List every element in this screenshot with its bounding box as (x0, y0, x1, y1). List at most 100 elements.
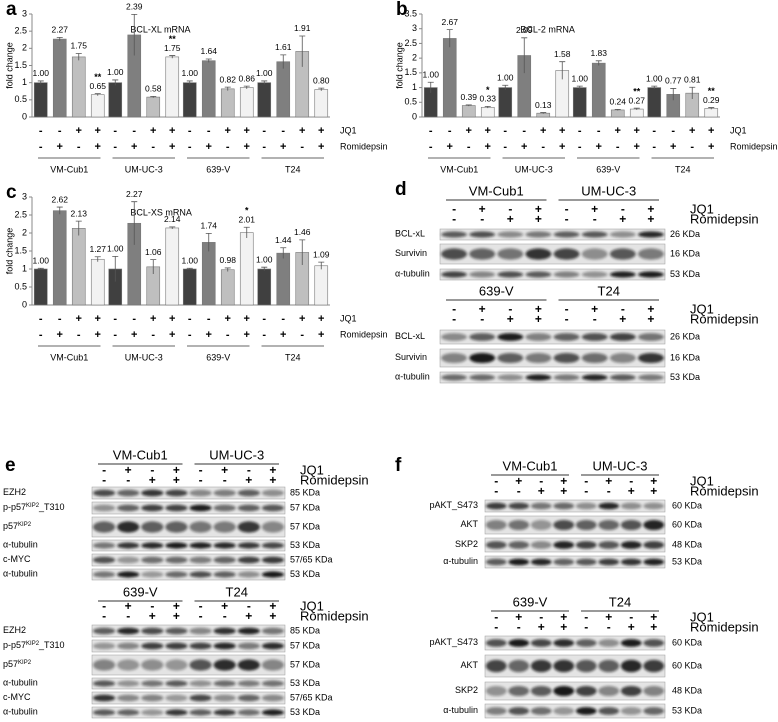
treatment-sign: - (151, 329, 155, 341)
treatment-sign: + (591, 202, 598, 216)
treatment-sign: + (596, 141, 602, 153)
blot-band (165, 680, 188, 687)
blot-band (598, 541, 620, 549)
treatment-sign: - (565, 302, 569, 316)
blot-band (485, 639, 507, 647)
label-part: AKT (460, 660, 478, 670)
treatment-sign: + (559, 141, 565, 153)
treatment-sign: - (102, 463, 106, 477)
treatment-sign: + (318, 141, 324, 153)
blot-band (261, 489, 285, 497)
blot-band (508, 685, 530, 697)
treatment-sign: + (318, 125, 324, 137)
blot-band (525, 271, 552, 278)
error-bar (205, 232, 212, 252)
error-bar (112, 79, 119, 86)
treatment-sign: - (226, 329, 230, 341)
treatment-sign: - (132, 125, 136, 137)
treatment-sign: - (429, 141, 433, 153)
blot-band (92, 680, 116, 687)
blot-band (189, 642, 212, 650)
molecular-weight: 48 KDa (672, 539, 702, 549)
blot-band (141, 542, 164, 549)
treatment-name: JQ1 (300, 462, 324, 477)
blot-band (213, 627, 236, 635)
molecular-weight: 57/65 KDa (290, 554, 333, 564)
bar (182, 82, 197, 118)
treatment-name: JQ1 (340, 125, 357, 135)
treatment-sign: + (507, 212, 514, 226)
blot-band (92, 521, 116, 533)
blot-band (553, 374, 580, 381)
molecular-weight: 53 KDa (670, 372, 700, 382)
value-label: 0.39 (460, 92, 477, 102)
protein-label: AKT (460, 660, 478, 670)
treatment-sign: + (173, 473, 180, 487)
treatment-sign: + (708, 141, 714, 153)
label-part: SKP2 (455, 539, 478, 549)
significance-mark: ** (633, 87, 641, 97)
molecular-weight: 57/65 KDa (290, 692, 333, 702)
treatment-sign: + (244, 329, 250, 341)
treatment-sign: - (584, 484, 588, 498)
bar (704, 108, 719, 118)
y-tick-label: 3 (412, 23, 417, 33)
treatment-sign: - (517, 620, 521, 634)
molecular-weight: 57 KDa (290, 640, 320, 650)
significance-mark: ** (169, 34, 177, 44)
treatment-sign: - (494, 620, 498, 634)
blot-band (581, 231, 608, 238)
treatment-sign: + (95, 141, 101, 153)
blot-band (141, 680, 164, 687)
bar (442, 38, 457, 118)
blot-strip (91, 553, 286, 567)
blot-band (598, 707, 620, 715)
error-bar (502, 84, 509, 90)
blot-strip (91, 568, 286, 581)
bar (257, 82, 272, 118)
blot-band (261, 504, 285, 512)
blot-band (530, 659, 552, 673)
molecular-weight: 26 KDa (670, 229, 700, 239)
group-label: VM-Cub1 (440, 164, 478, 174)
treatment-sign: - (102, 609, 106, 623)
treatment-sign: - (262, 141, 266, 153)
treatment-sign: + (244, 313, 250, 325)
y-tick-label: 3 (22, 191, 27, 201)
blot-band (237, 504, 260, 512)
bar (71, 56, 86, 118)
blot-band (237, 680, 260, 687)
blot-band (553, 659, 575, 673)
treatment-sign: - (452, 302, 456, 316)
label-part: α-tubulin (3, 540, 38, 550)
treatment-sign: + (225, 125, 231, 137)
group-label: 639-V (206, 352, 230, 362)
blot-band (620, 541, 642, 549)
label-part: EZH2 (3, 487, 26, 497)
blot-band (609, 352, 636, 364)
value-label: 2.13 (70, 208, 87, 218)
molecular-weight: 60 KDa (672, 500, 702, 510)
y-tick-label: 2.5 (14, 26, 27, 36)
blot-band (553, 519, 575, 531)
molecular-weight: 85 KDa (290, 487, 320, 497)
error-bar (75, 53, 82, 61)
value-label: 0.65 (89, 81, 106, 91)
blot-band (530, 541, 552, 549)
error-bar (186, 267, 193, 270)
blot-strip (439, 228, 666, 241)
blot-band (553, 541, 575, 549)
treatment-sign: - (300, 329, 304, 341)
molecular-weight: 53 KDa (672, 705, 702, 715)
treatment-name: Romidepsin (300, 472, 369, 487)
blot-band (189, 680, 212, 687)
treatment-sign: - (113, 141, 117, 153)
treatment-sign: + (619, 312, 626, 326)
bar (52, 210, 67, 306)
blot-band (92, 542, 116, 549)
blot-band (620, 519, 642, 531)
molecular-weight: 53 KDa (290, 540, 320, 550)
blot-band (117, 659, 140, 671)
blot-band (165, 709, 188, 716)
